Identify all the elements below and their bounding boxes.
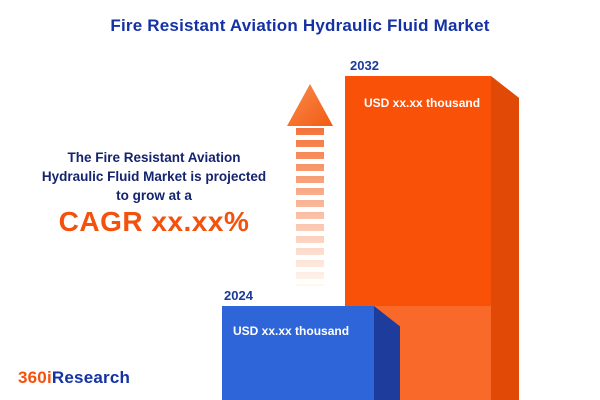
annotation-text: The Fire Resistant Aviation Hydraulic Fl… [18, 148, 290, 205]
logo-i: i [46, 368, 52, 387]
cagr-value: CAGR xx.xx% [58, 206, 250, 237]
annotation-line-1: The Fire Resistant Aviation [67, 150, 241, 165]
logo-360: 360 [18, 368, 47, 387]
annotation-line-3: to grow at a [116, 188, 192, 203]
bar-2024-value-label: USD xx.xx thousand [233, 324, 350, 338]
annotation-line-2: Hydraulic Fluid Market is projected [41, 169, 267, 184]
bar-2024-year-label: 2024 [224, 288, 253, 303]
bar-2032-year-label: 2032 [350, 58, 379, 73]
page-title: Fire Resistant Aviation Hydraulic Fluid … [110, 16, 490, 35]
up-arrow-icon [287, 84, 333, 126]
bar-2032-value-label: USD xx.xx thousand [364, 96, 481, 110]
logo-research: Research [51, 368, 131, 387]
bar-2032-side-face [491, 76, 519, 400]
up-arrow-fade-overlay [294, 128, 326, 288]
brand-logo: 360iResearch [18, 368, 130, 388]
bar-2024 [222, 306, 374, 400]
